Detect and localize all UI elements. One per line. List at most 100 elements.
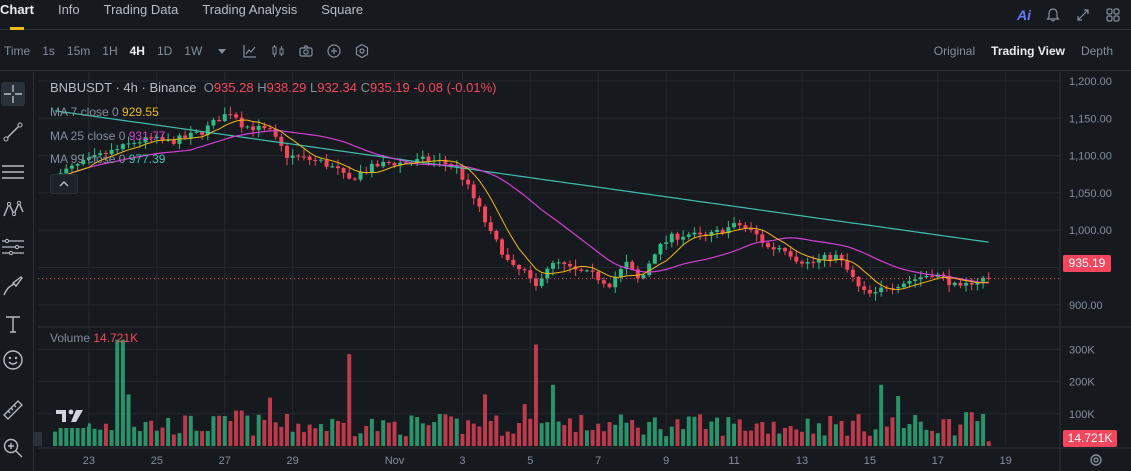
- axis-settings-gear-icon[interactable]: [1088, 452, 1104, 468]
- candle-body: [805, 262, 810, 264]
- candle-body: [630, 261, 635, 270]
- interval-1s[interactable]: 1s: [42, 44, 55, 58]
- zoom-tool[interactable]: [1, 436, 25, 460]
- candle-body: [607, 283, 612, 288]
- volume-bar: [358, 433, 363, 446]
- tab-trading-analysis[interactable]: Trading Analysis: [202, 2, 298, 17]
- volume-bar: [132, 426, 137, 446]
- fib-tool[interactable]: [1, 236, 25, 260]
- bell-icon[interactable]: [1045, 7, 1061, 23]
- volume-bar: [120, 339, 125, 446]
- brush-tool[interactable]: [1, 274, 25, 298]
- expand-icon[interactable]: [1075, 7, 1091, 23]
- candle-body: [386, 161, 391, 163]
- volume-bar: [222, 416, 227, 446]
- tradingview-logo-icon[interactable]: [52, 404, 88, 428]
- volume-bar: [641, 434, 646, 446]
- chart-settings-icon[interactable]: [354, 43, 370, 59]
- layout-grid-icon[interactable]: [1105, 7, 1121, 23]
- ruler-tool[interactable]: [1, 398, 25, 422]
- collapse-legend-button[interactable]: [50, 174, 78, 194]
- camera-icon[interactable]: [298, 43, 314, 59]
- candle-body: [483, 206, 488, 223]
- horizontal-lines-tool[interactable]: [1, 160, 25, 184]
- volume-bar: [115, 339, 120, 446]
- candle-body: [126, 143, 131, 145]
- volume-bar: [194, 430, 199, 446]
- candle-body: [652, 254, 657, 264]
- candle-body: [890, 288, 895, 290]
- text-tool[interactable]: [1, 312, 25, 336]
- volume-bar: [505, 431, 510, 446]
- volume-bar: [749, 430, 754, 446]
- tab-info[interactable]: Info: [57, 2, 80, 17]
- volume-bar: [245, 415, 250, 446]
- interval-1w[interactable]: 1W: [184, 44, 203, 58]
- candle-type-icon[interactable]: [270, 43, 286, 59]
- trend-line-tool[interactable]: [1, 120, 25, 144]
- volume-bar: [720, 435, 725, 446]
- volume-bar: [630, 419, 635, 446]
- ma25-legend[interactable]: MA 25 close 0 931.77: [50, 129, 165, 143]
- time-tick-label: Nov: [385, 455, 405, 467]
- candle-body: [918, 277, 923, 280]
- view-trading-view[interactable]: Trading View: [991, 44, 1065, 58]
- ma99-legend[interactable]: MA 99 close 0 977.39: [50, 152, 165, 166]
- ma25-value: 931.77: [128, 129, 166, 143]
- candle-body: [969, 282, 974, 285]
- volume-legend[interactable]: Volume 14.721K: [50, 331, 138, 345]
- volume-bar: [154, 430, 159, 446]
- volume-bar: [466, 420, 471, 446]
- volume-bar: [318, 424, 323, 446]
- interval-4h[interactable]: 4H: [129, 44, 145, 58]
- ai-icon[interactable]: Ai: [1017, 7, 1031, 23]
- emoji-tool[interactable]: [1, 348, 25, 372]
- interval-dropdown-icon[interactable]: [214, 43, 230, 59]
- volume-bar: [166, 417, 171, 446]
- volume-bar: [301, 432, 306, 446]
- pattern-tool[interactable]: [1, 198, 25, 222]
- volume-bar: [799, 431, 804, 446]
- ma7-legend[interactable]: MA 7 close 0 929.55: [50, 105, 159, 119]
- candle-body: [290, 155, 295, 158]
- interval-1h[interactable]: 1H: [102, 44, 118, 58]
- price-chart[interactable]: 1,200.00 1,150.00 1,100.00 1,050.00 1,000.00…: [38, 72, 1131, 471]
- tab-chart[interactable]: Chart: [0, 0, 34, 30]
- volume-bar: [137, 431, 142, 446]
- candle-body: [460, 165, 465, 180]
- volume-bar: [952, 435, 957, 446]
- tab-square[interactable]: Square: [321, 2, 364, 17]
- view-original[interactable]: Original: [933, 44, 976, 58]
- interval-15m[interactable]: 15m: [66, 44, 91, 58]
- time-tick-label: 5: [527, 455, 533, 467]
- drawing-tools-rail: [0, 72, 34, 471]
- time-tick-label: 3: [459, 455, 465, 467]
- volume-bar: [896, 396, 901, 446]
- candle-body: [749, 227, 754, 230]
- candle-body: [64, 168, 69, 174]
- candle-body: [550, 263, 555, 269]
- crosshair-tool[interactable]: [1, 82, 25, 106]
- candle-body: [358, 171, 363, 180]
- time-tick-label: 19: [1000, 455, 1012, 467]
- ruler-icon: [3, 400, 23, 420]
- tab-trading-data[interactable]: Trading Data: [103, 2, 179, 17]
- view-depth[interactable]: Depth: [1080, 44, 1113, 58]
- candle-body: [522, 269, 527, 271]
- candle-body: [330, 166, 335, 168]
- scroll-left-handle[interactable]: [34, 432, 42, 446]
- volume-bar: [52, 431, 57, 446]
- volume-tick-label: 300K: [1069, 344, 1095, 356]
- candle-body: [296, 155, 301, 157]
- add-indicator-icon[interactable]: [326, 43, 342, 59]
- candle-body: [590, 270, 595, 272]
- volume-bar: [347, 354, 352, 446]
- volume-bar: [607, 422, 612, 446]
- interval-1d[interactable]: 1D: [156, 44, 173, 58]
- indicator-chart-icon[interactable]: [242, 43, 258, 59]
- volume-bar: [686, 416, 691, 446]
- volume-bar: [511, 433, 516, 446]
- candle-body: [579, 269, 584, 271]
- candle-body: [335, 166, 340, 169]
- volume-bar: [777, 433, 782, 446]
